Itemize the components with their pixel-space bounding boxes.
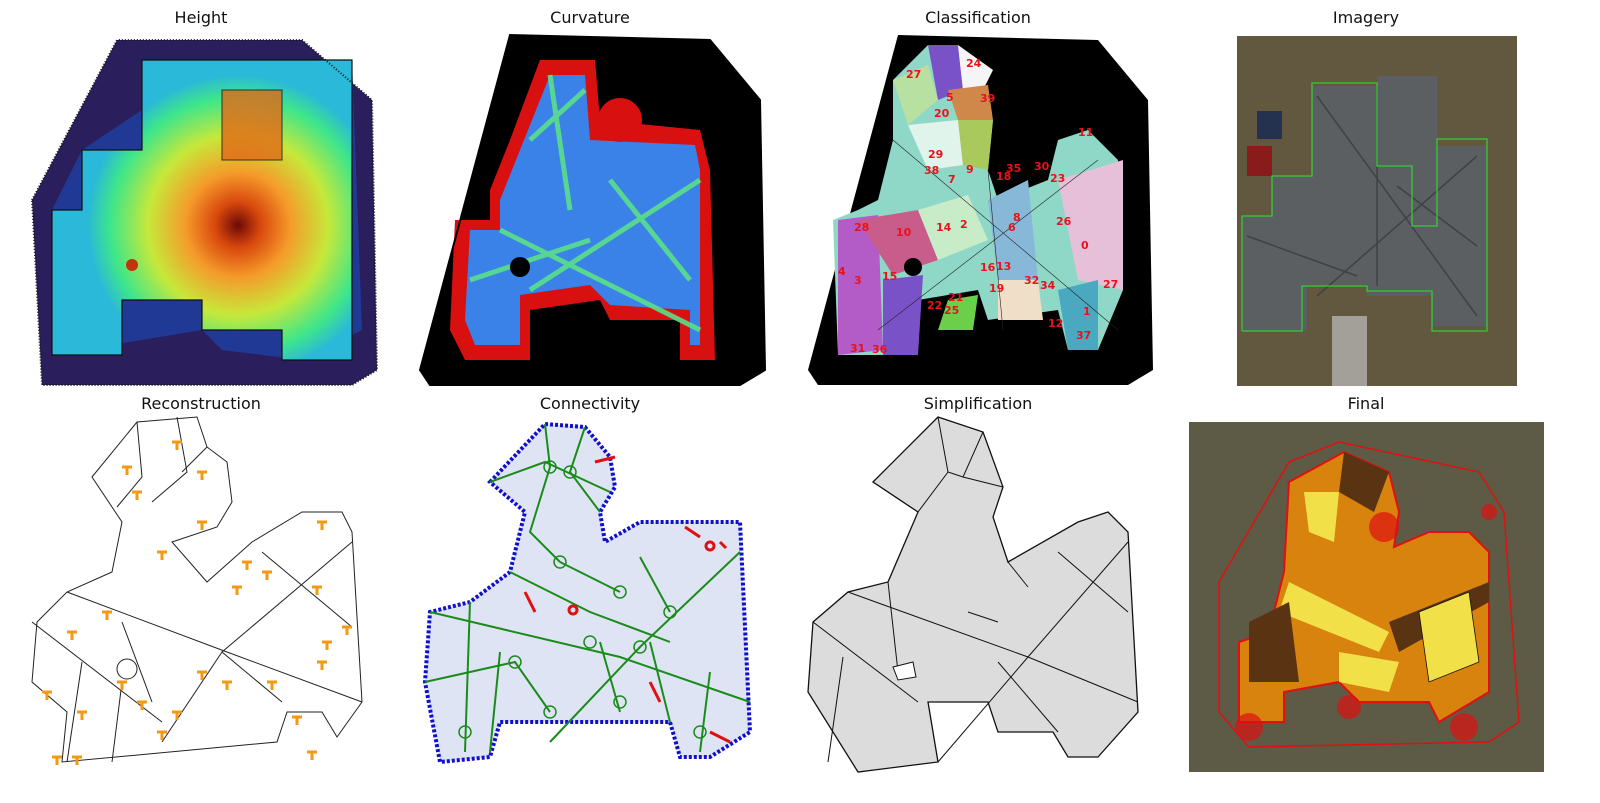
segment-label: 22 bbox=[927, 299, 942, 312]
segment-label: 30 bbox=[1034, 160, 1050, 173]
panel-title-simplification: Simplification bbox=[923, 394, 1033, 413]
panel-title-curvature: Curvature bbox=[550, 8, 630, 27]
segment-label: 32 bbox=[1024, 274, 1039, 287]
segment-label: 16 bbox=[980, 261, 996, 274]
segment-label: 13 bbox=[996, 260, 1011, 273]
segment-label: 9 bbox=[966, 163, 974, 176]
panel-title-final: Final bbox=[1347, 394, 1385, 413]
segment-label: 24 bbox=[966, 57, 982, 70]
segment-label: 26 bbox=[1056, 215, 1072, 228]
segment-label: 4 bbox=[838, 265, 846, 278]
segment-label: 27 bbox=[906, 68, 921, 81]
segment-label: 5 bbox=[946, 91, 954, 104]
segment-label: 27 bbox=[1103, 278, 1118, 291]
segment-label: 28 bbox=[854, 221, 869, 234]
segment-label: 8 bbox=[1013, 211, 1021, 224]
panel-title-classification: Classification bbox=[925, 8, 1031, 27]
classification-map: 27 24 5 39 20 11 29 9 35 30 38 7 18 23 8… bbox=[808, 35, 1153, 385]
panel-title-reconstruction: Reconstruction bbox=[141, 394, 261, 413]
curvature-map bbox=[418, 33, 767, 386]
segment-label: 11 bbox=[1078, 126, 1093, 139]
segment-label: 10 bbox=[896, 226, 912, 239]
segment-label: 1 bbox=[1083, 305, 1091, 318]
segment-label: 31 bbox=[850, 342, 865, 355]
segment-label: 20 bbox=[934, 107, 950, 120]
segment-label: 15 bbox=[882, 270, 897, 283]
panel-title-height: Height bbox=[174, 8, 228, 27]
segment-label: 2 bbox=[960, 218, 968, 231]
panel-title-imagery: Imagery bbox=[1332, 8, 1400, 27]
segment-label: 39 bbox=[980, 92, 995, 105]
connectivity-graph bbox=[422, 421, 753, 765]
segment-label: 34 bbox=[1040, 279, 1056, 292]
segment-label: 3 bbox=[854, 274, 862, 287]
segment-label: 23 bbox=[1050, 172, 1065, 185]
segment-label: 19 bbox=[989, 282, 1004, 295]
segment-label: 14 bbox=[936, 221, 952, 234]
segment-label: 21 bbox=[948, 291, 963, 304]
final-overlay bbox=[1189, 422, 1544, 772]
segment-label: 0 bbox=[1081, 239, 1089, 252]
segment-label: 7 bbox=[948, 173, 956, 186]
segment-label: 29 bbox=[928, 148, 943, 161]
segment-label: 25 bbox=[944, 304, 959, 317]
segment-label: 12 bbox=[1048, 317, 1063, 330]
segment-label: 36 bbox=[872, 343, 888, 356]
segment-label: 37 bbox=[1076, 329, 1091, 342]
segment-label: 38 bbox=[924, 164, 939, 177]
panel-title-connectivity: Connectivity bbox=[539, 394, 641, 413]
segment-label: 35 bbox=[1006, 162, 1021, 175]
imagery-photo bbox=[1237, 36, 1517, 386]
reconstruction-diagram bbox=[31, 416, 363, 765]
simplification-diagram bbox=[807, 416, 1139, 773]
height-map bbox=[30, 39, 379, 386]
segment-label: 18 bbox=[996, 170, 1011, 183]
segment-label: 6 bbox=[1008, 221, 1016, 234]
